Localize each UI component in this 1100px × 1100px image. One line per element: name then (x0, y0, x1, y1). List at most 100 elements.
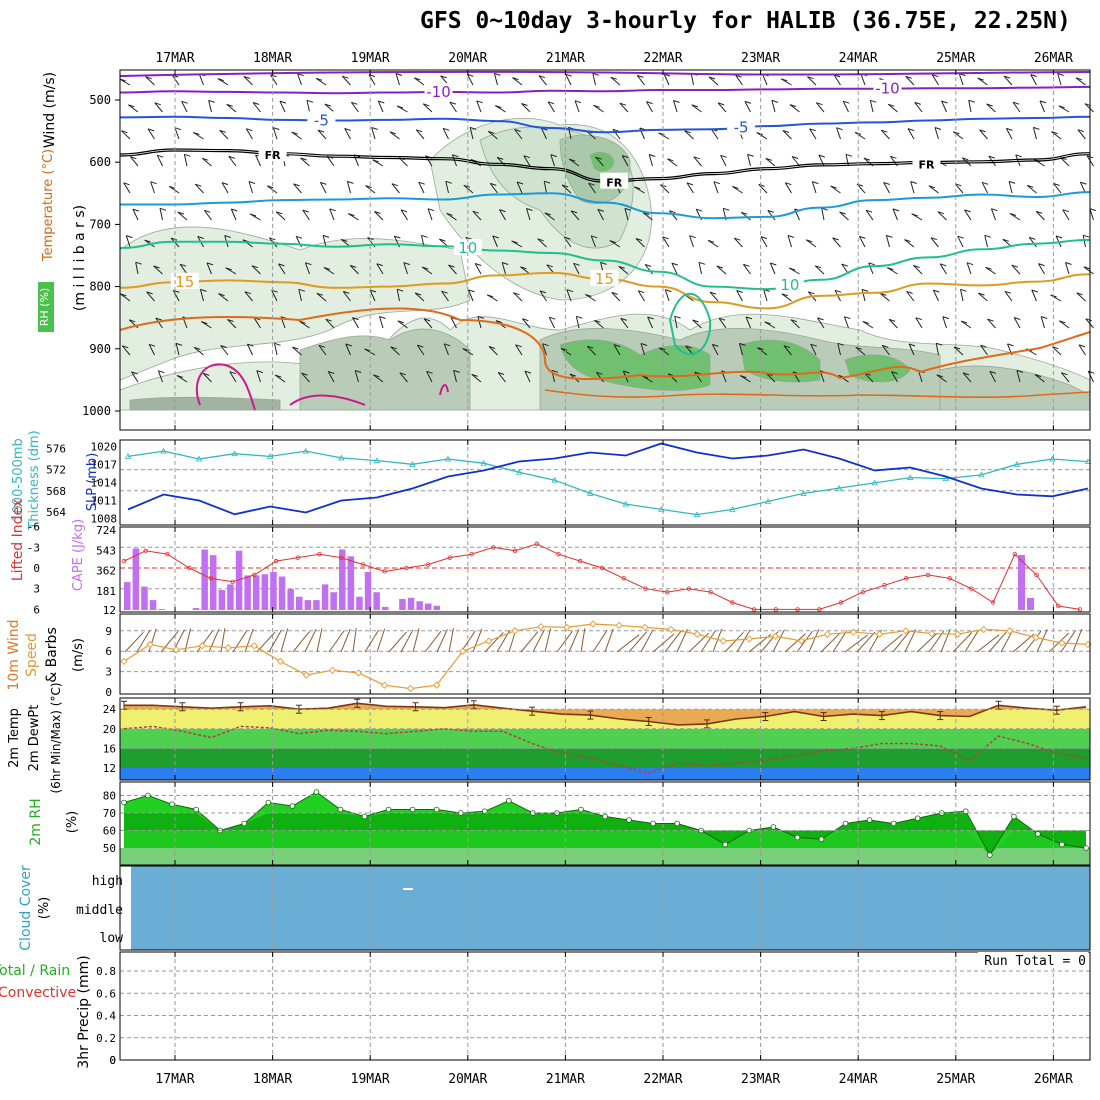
wind-barb-flag (642, 212, 650, 216)
wind-barb (860, 73, 866, 86)
wind-barb-flag (855, 346, 862, 350)
wind-barb-flag (620, 317, 627, 321)
rh-marker (602, 813, 608, 820)
wind-barb (349, 265, 359, 275)
wind-barb-flag (463, 184, 470, 188)
wind-barb-flag (570, 210, 578, 214)
wind-barb-flag (158, 370, 165, 374)
wind10m-marker (693, 630, 701, 638)
wind-barb-flag (119, 78, 126, 82)
date-label-bottom: 22MAR (643, 1072, 682, 1087)
wind10m-marker (250, 642, 258, 650)
wind-barb (255, 154, 261, 167)
thickness-marker (587, 490, 594, 496)
wind-barb (415, 129, 425, 140)
wind-barb-flag (622, 155, 629, 158)
wind-barb-flag (770, 262, 777, 266)
wind-barb-flag (442, 127, 450, 131)
wind-barb (964, 209, 972, 221)
rh-marker (650, 820, 656, 827)
cape-bar (373, 592, 380, 610)
wind-barb (492, 235, 498, 248)
wind-barb-flag (767, 209, 774, 213)
wind-barb-flag (200, 288, 207, 292)
lifted-index-marker (469, 552, 474, 557)
date-label-top: 17MAR (155, 51, 194, 66)
wind-barb-flag (658, 132, 665, 136)
slp-tick-label: 1008 (91, 513, 118, 526)
wind-barb-flag (181, 100, 188, 104)
wind-barb-flag (889, 318, 896, 322)
wind-barb (426, 371, 433, 383)
wind-barb-flag (646, 101, 653, 105)
li-tick-label: 3 (33, 583, 40, 596)
wind-barb (201, 157, 212, 167)
wind-barb-flag (155, 317, 162, 321)
rh-marker (770, 824, 777, 830)
wind-barb (146, 291, 155, 302)
wind-barb-flag (132, 208, 140, 212)
wind-barb-flag (177, 211, 185, 215)
wind-barb-flag (649, 154, 656, 157)
wind-barb (838, 374, 849, 383)
wind-barb-flag (906, 291, 913, 294)
precip-tick-zero: 0 (109, 1054, 116, 1067)
wind-barb-flag (985, 266, 992, 270)
wind-barb (304, 262, 310, 275)
wind-barb-flag (445, 180, 452, 184)
wind10m-barb (556, 630, 573, 653)
ylabel-rh2m-unit: (%) (65, 811, 80, 834)
wind-barb-flag (278, 263, 285, 267)
wind-barb (198, 73, 204, 86)
wind10m-marker (563, 623, 571, 632)
wind-barb-flag (735, 74, 742, 78)
wind-barb (811, 181, 817, 194)
wind-barb (566, 289, 572, 302)
wind10m-barb (796, 630, 813, 653)
wind-barb-flag (1075, 77, 1083, 81)
wind-barb-flag (1031, 289, 1038, 293)
wind-barb-flag (256, 370, 263, 374)
wind-barb (833, 74, 841, 86)
wind-barb (414, 292, 425, 302)
wind-barb (763, 289, 768, 302)
wind-barb (565, 73, 572, 86)
lifted-index-line (123, 543, 1081, 610)
thickness-marker (693, 511, 701, 518)
wind-barb (246, 343, 253, 356)
wind-barb (120, 293, 131, 302)
wind-barb (621, 155, 629, 167)
cape-bar (141, 586, 148, 610)
wind-barb (327, 371, 335, 383)
contour-30b (289, 394, 366, 406)
rh-area-mid (124, 830, 1086, 855)
rh-shading (119, 118, 1091, 411)
wind-barb (547, 101, 555, 113)
wind-tick-label: 9 (105, 625, 112, 638)
wind-barb (252, 102, 261, 113)
wind10m-barb (544, 628, 552, 653)
wind-barb-flag (904, 239, 911, 243)
wind-barb-flag (318, 344, 326, 348)
wind10m-barb (304, 629, 317, 653)
wind10m-barb (784, 633, 806, 653)
wind-barb-flag (345, 343, 352, 347)
wind-barb-flag (475, 263, 482, 266)
wind10m-barb (832, 630, 848, 653)
lifted-index-marker (339, 555, 344, 560)
wind10m-line (123, 623, 1089, 690)
thickness-marker (622, 500, 629, 507)
wind-barb-flag (495, 320, 503, 324)
wind-barb-flag (844, 316, 851, 320)
lifted-index-marker (947, 576, 952, 581)
contour-label-bg (600, 172, 629, 189)
date-label-bottom: 18MAR (253, 1072, 292, 1087)
wind-barb-flag (511, 240, 518, 244)
wind-barb (574, 100, 580, 113)
wind10m-marker (719, 637, 727, 645)
wind-barb-flag (122, 345, 129, 349)
ylabel-wind10m-c: & Barbs (44, 627, 60, 683)
contour-label-15: 15 (595, 270, 614, 288)
wind-barb-flag (734, 237, 741, 241)
wind-barb-flag (790, 319, 798, 323)
